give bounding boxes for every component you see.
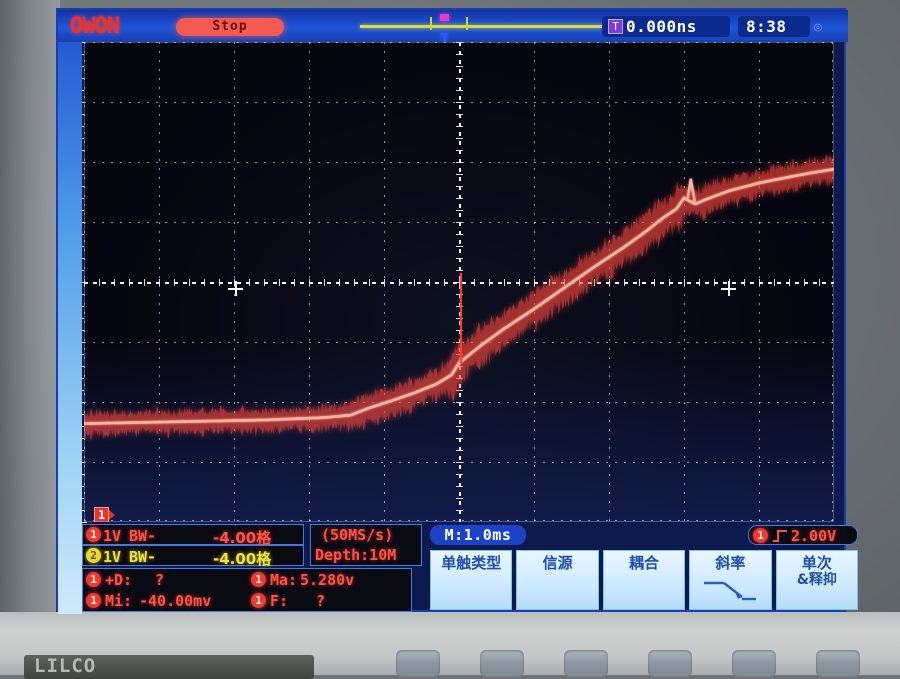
- bezel-left-highlight: [0, 0, 60, 675]
- info-panels: 1 1V BW- -4.00格 2 1V BW- -4.00格 (50MS/s)…: [82, 524, 848, 612]
- channel2-settings-panel[interactable]: 2 1V BW- -4.00格: [82, 545, 304, 566]
- trigger-position-icon: T: [608, 19, 623, 34]
- softkey-menu: 单触类型 信源 耦合 斜率: [430, 550, 858, 610]
- memory-depth: Depth:10M: [315, 546, 396, 564]
- crosshair-right: [721, 281, 736, 296]
- waveform-graticule[interactable]: 1: [84, 42, 834, 522]
- meas3-value: -40.00mv: [139, 592, 211, 610]
- menu-key-holdoff-label: &释抑: [797, 572, 837, 588]
- menu-key-trigger-type[interactable]: 单触类型: [430, 550, 512, 610]
- memory-window-marker: [430, 17, 468, 30]
- channel1-ground-marker[interactable]: 1: [94, 507, 114, 522]
- oscilloscope-screen: OWON Stop T T 0.000ns 8:38 ◎: [56, 8, 846, 612]
- hardware-button-2[interactable]: [480, 650, 524, 677]
- meas2-value: 5.280v: [300, 571, 354, 589]
- crosshair-left: [228, 281, 243, 296]
- meas1-value: ?: [155, 571, 164, 589]
- falling-edge-icon: [702, 577, 758, 603]
- memory-position-marker[interactable]: [440, 14, 449, 21]
- menu-key-source-label: 信源: [543, 555, 573, 572]
- hardware-button-3[interactable]: [564, 650, 608, 677]
- meas1-label: +D:: [105, 571, 132, 589]
- menu-key-single-holdoff[interactable]: 单次 &释抑: [776, 550, 858, 610]
- measurements-panel[interactable]: 1 +D: ? 1 Ma: 5.280v 1 Mi: -40.00mv 1 F:…: [82, 568, 412, 612]
- meas3-badge: 1: [86, 593, 101, 608]
- brand-plate-text: LILCO: [34, 655, 96, 677]
- meas3-label: Mi:: [105, 592, 132, 610]
- hardware-button-5[interactable]: [732, 650, 776, 677]
- waveform-noise-band: [84, 154, 834, 441]
- channel1-ground-arrow: [109, 510, 115, 520]
- screen-left-gradient: [58, 10, 82, 614]
- channel2-badge: 2: [86, 548, 101, 563]
- menu-key-coupling-label: 耦合: [629, 555, 659, 572]
- timebase-indicator[interactable]: M:1.0ms: [430, 525, 526, 545]
- menu-key-source[interactable]: 信源: [516, 550, 598, 610]
- meas2-label: Ma:: [270, 571, 297, 589]
- hardware-button-1[interactable]: [396, 650, 440, 677]
- meas4-value: ?: [316, 592, 325, 610]
- menu-key-single-label: 单次: [802, 555, 832, 572]
- sample-rate: (50MS/s): [321, 526, 393, 544]
- channel1-probe: 1V: [103, 527, 121, 545]
- meas2-badge: 1: [251, 572, 266, 587]
- menu-key-coupling[interactable]: 耦合: [603, 550, 685, 610]
- trigger-level-value: 2.00V: [791, 527, 836, 545]
- channel1-settings-panel[interactable]: 1 1V BW- -4.00格: [82, 524, 304, 545]
- owon-logo: OWON: [70, 14, 119, 39]
- owon-watermark-icon: ◎: [814, 20, 840, 38]
- channel1-ground-label: 1: [94, 507, 109, 522]
- ruler-tick: [82, 522, 87, 523]
- hardware-button-6[interactable]: [816, 650, 860, 677]
- menu-key-trigger-type-label: 单触类型: [441, 555, 501, 572]
- acquire-panel[interactable]: (50MS/s) Depth:10M: [310, 524, 422, 566]
- run-stop-indicator[interactable]: Stop: [176, 18, 284, 36]
- menu-key-slope[interactable]: 斜率: [689, 550, 771, 610]
- status-bar: OWON Stop T T 0.000ns 8:38 ◎: [58, 10, 848, 42]
- meas1-badge: 1: [86, 572, 101, 587]
- channel1-bandwidth: BW-: [129, 527, 156, 545]
- trigger-level-panel[interactable]: 1 2.00V: [748, 525, 858, 545]
- trigger-offset-value: 0.000ns: [626, 17, 697, 36]
- menu-key-slope-label: 斜率: [715, 555, 745, 572]
- trigger-channel-badge: 1: [753, 528, 768, 543]
- clock-value: 8:38: [746, 17, 787, 36]
- meas4-label: F:: [270, 592, 288, 610]
- hardware-button-4[interactable]: [648, 650, 692, 677]
- memory-depth-bar: [360, 25, 640, 28]
- meas4-badge: 1: [251, 593, 266, 608]
- channel2-position: -4.00格: [213, 548, 271, 569]
- channel2-bandwidth: BW-: [129, 548, 156, 566]
- rising-edge-icon: [772, 529, 788, 543]
- channel2-probe: 1V: [103, 548, 121, 566]
- channel1-badge: 1: [86, 527, 101, 542]
